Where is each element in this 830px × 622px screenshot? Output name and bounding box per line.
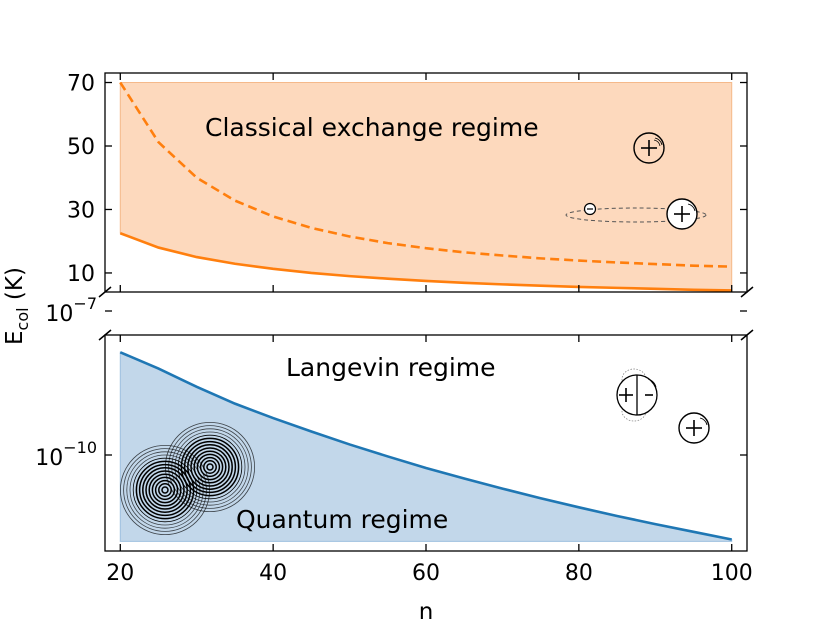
wavefunction-ring-b <box>174 431 246 503</box>
xtick-label: 60 <box>412 561 440 586</box>
wavefunction-ring-a <box>151 476 179 504</box>
lower-solid-line <box>119 351 732 541</box>
ion-plus-icon-upper <box>633 132 665 164</box>
lower-panel: 10−10 10−7 Langevin regime Quantum regime <box>35 294 748 552</box>
langevin-regime-label: Langevin regime <box>286 353 496 382</box>
wavefunction-ring-b <box>180 437 240 497</box>
ion-plus-icon-lower <box>678 412 710 444</box>
wavefunction-ring-a <box>142 467 188 513</box>
wavefunction-ring-b <box>187 444 233 490</box>
svg-text:Ecol (K): Ecol (K) <box>2 267 32 345</box>
wavefunction-ring-b <box>206 463 214 471</box>
upper-solid-line <box>119 232 732 292</box>
wavefunction-ring-b <box>190 447 230 487</box>
lower-y-ticks: 10−10 10−7 <box>35 294 747 471</box>
lower-ytick-label: 10−10 <box>35 438 97 471</box>
wavefunction-ring-a <box>120 444 210 535</box>
wavefunction-ring-a <box>126 451 204 529</box>
ion-dipole-icon <box>616 368 658 422</box>
upper-ytick-label: 10 <box>67 262 95 287</box>
upper-dashed-line <box>119 81 732 268</box>
xtick-label: 80 <box>565 561 593 586</box>
upper-ytick-label: 50 <box>67 135 95 160</box>
xtick-label: 100 <box>711 561 753 586</box>
wavefunction-ring-b <box>171 428 249 506</box>
wavefunction-ring-a <box>138 463 192 517</box>
wavefunction-ring-b <box>199 456 221 478</box>
wavefunction-ring-a <box>132 457 198 523</box>
quantum-regime-label: Quantum regime <box>236 505 448 534</box>
wavefunction-ring-b <box>177 434 243 500</box>
lower-series <box>119 351 732 541</box>
upper-series <box>119 81 732 292</box>
wavefunction-ring-b <box>183 440 237 494</box>
xtick-label: 20 <box>106 561 134 586</box>
wavefunction-ring-b <box>196 453 224 481</box>
upper-ytick-label: 30 <box>67 198 95 223</box>
lower-ytick-label: 10−7 <box>45 294 97 327</box>
wavefunction-ring-a <box>123 448 207 532</box>
wavefunction-ring-b <box>164 421 255 512</box>
upper-y-ticks: 10 30 50 70 <box>67 72 747 287</box>
wavefunction-ring-a <box>158 483 172 497</box>
upper-panel: 10 30 50 70 Classical exchange regime <box>67 72 748 293</box>
y-axis-label: Ecol (K) <box>2 267 32 345</box>
wavefunction-ring-b <box>168 425 252 509</box>
upper-ytick-label: 70 <box>67 72 95 97</box>
xtick-label: 40 <box>259 561 287 586</box>
wavefunction-ring-b <box>203 460 217 474</box>
x-ticks: 20 40 60 80 100 <box>106 73 753 586</box>
wavefunction-ring-a <box>148 473 182 507</box>
wavefunction-ring-a <box>154 479 176 501</box>
wavefunction-ring-a <box>161 486 169 494</box>
classical-regime-label: Classical exchange regime <box>205 113 539 142</box>
wavefunction-ring-b <box>193 450 227 484</box>
axis-break-marks <box>98 286 754 341</box>
x-axis-label: n <box>419 599 434 622</box>
rydberg-ion-pair-icon <box>565 198 707 230</box>
wavefunction-icon <box>120 421 255 535</box>
